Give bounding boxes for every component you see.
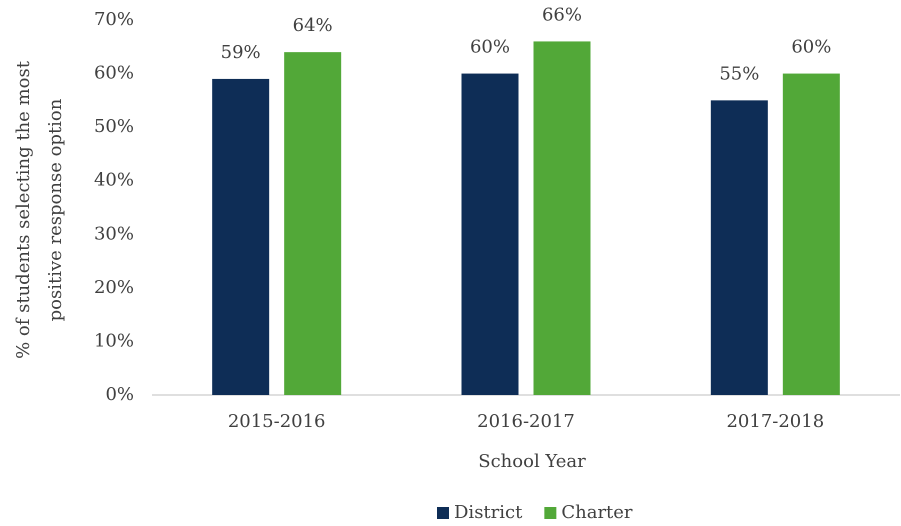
data-label: 59% (221, 42, 261, 63)
data-label: 60% (470, 37, 510, 58)
x-tick-label: 2017-2018 (726, 411, 824, 432)
y-axis-title: positive response option (45, 98, 66, 321)
bar (710, 100, 768, 395)
y-tick-label: 20% (94, 277, 134, 298)
x-axis-title: School Year (478, 451, 586, 472)
data-label: 64% (293, 15, 333, 36)
data-label: 60% (791, 37, 831, 58)
bar (212, 78, 270, 395)
data-label: 55% (719, 63, 759, 84)
bar (533, 41, 591, 396)
bar (284, 52, 342, 396)
y-axis-title: % of students selecting the most (13, 60, 34, 359)
y-tick-label: 0% (105, 384, 134, 405)
y-tick-label: 60% (94, 63, 134, 84)
y-tick-label: 40% (94, 170, 134, 191)
y-tick-label: 30% (94, 223, 134, 244)
x-tick-label: 2016-2017 (477, 411, 575, 432)
bar (782, 73, 840, 396)
bar (461, 73, 519, 396)
x-tick-label: 2015-2016 (228, 411, 326, 432)
y-tick-label: 50% (94, 116, 134, 137)
legend-label: District (454, 502, 523, 523)
legend-label: Charter (561, 502, 633, 523)
data-label: 66% (542, 4, 582, 25)
legend-swatch (437, 507, 449, 519)
legend-swatch (544, 507, 557, 519)
y-tick-label: 70% (94, 9, 134, 30)
y-tick-label: 10% (94, 330, 134, 351)
